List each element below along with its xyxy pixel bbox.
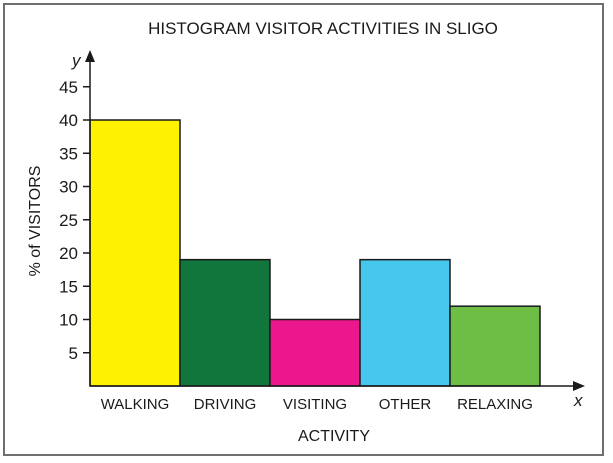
- y-tick-label: 40: [59, 111, 78, 130]
- y-tick-label: 30: [59, 178, 78, 197]
- x-category-other: OTHER: [379, 396, 432, 413]
- bar-relaxing: [449, 305, 541, 387]
- x-axis-label: ACTIVITY: [298, 428, 370, 445]
- x-category-walking: WALKING: [101, 396, 170, 413]
- y-tick-label: 10: [59, 311, 78, 330]
- y-axis-label: % of VISITORS: [27, 166, 44, 277]
- y-tick-label: 15: [59, 277, 78, 296]
- x-category-relaxing: RELAXING: [457, 396, 533, 413]
- x-axis-arrow: [573, 381, 585, 391]
- x-axis-letter: x: [573, 391, 583, 410]
- y-tick-label: 20: [59, 244, 78, 263]
- bar-walking: [89, 119, 181, 387]
- y-ticks-group: 5 10 15 20 25 30 35 40 45: [59, 78, 90, 363]
- bars-group: [89, 119, 541, 387]
- y-tick-label: 5: [69, 344, 78, 363]
- y-tick-label: 35: [59, 144, 78, 163]
- chart-title: HISTOGRAM VISITOR ACTIVITIES IN SLIGO: [148, 19, 498, 38]
- y-tick-label: 45: [59, 78, 78, 97]
- y-axis-arrow: [85, 50, 95, 62]
- bar-other: [359, 258, 451, 387]
- y-axis-letter: y: [71, 51, 82, 70]
- x-category-visiting: VISITING: [283, 396, 347, 413]
- y-tick-label: 25: [59, 211, 78, 230]
- x-category-driving: DRIVING: [194, 396, 257, 413]
- x-categories-group: WALKING DRIVING VISITING OTHER RELAXING: [101, 396, 533, 413]
- bar-driving: [179, 258, 271, 387]
- bar-visiting: [269, 318, 361, 387]
